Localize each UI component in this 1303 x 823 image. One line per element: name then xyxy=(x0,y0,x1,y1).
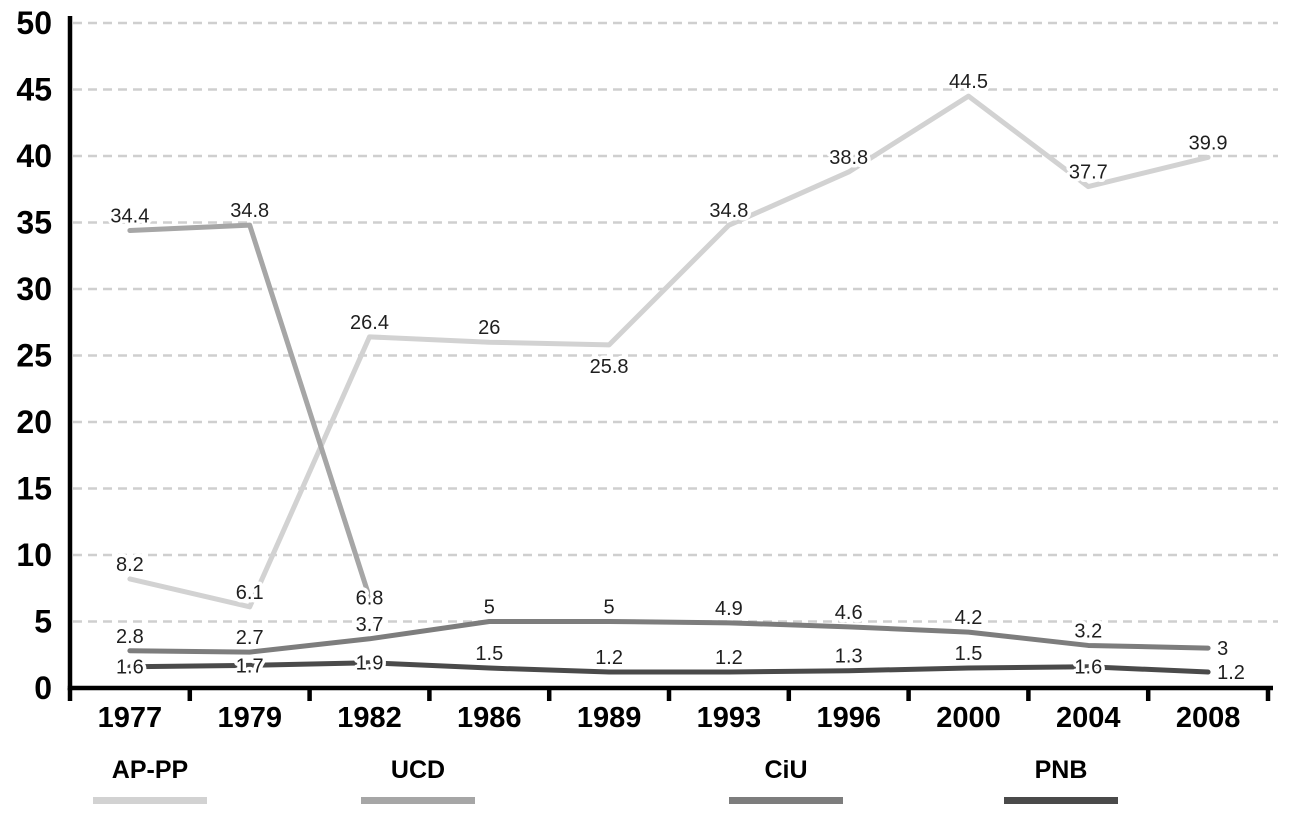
series-lines xyxy=(127,93,1211,675)
svg-text:3.2: 3.2 xyxy=(1074,620,1102,642)
legend-label-ap-pp: AP-PP xyxy=(111,756,189,784)
svg-text:25.8: 25.8 xyxy=(590,356,629,378)
svg-text:37.7: 37.7 xyxy=(1069,162,1108,184)
legend-label-ciu: CiU xyxy=(764,756,808,784)
svg-text:30: 30 xyxy=(16,271,52,307)
svg-text:1.5: 1.5 xyxy=(475,643,503,665)
svg-text:1.6: 1.6 xyxy=(1074,657,1102,679)
svg-text:2004: 2004 xyxy=(1056,702,1121,734)
svg-text:1.2: 1.2 xyxy=(715,647,743,669)
svg-text:50: 50 xyxy=(16,5,52,41)
svg-text:40: 40 xyxy=(16,138,52,174)
svg-text:0: 0 xyxy=(34,670,52,706)
svg-text:8.2: 8.2 xyxy=(116,554,144,576)
svg-text:1989: 1989 xyxy=(577,702,642,734)
svg-text:1.2: 1.2 xyxy=(595,647,623,669)
svg-text:20: 20 xyxy=(16,404,52,440)
svg-text:10: 10 xyxy=(16,537,52,573)
svg-text:4.9: 4.9 xyxy=(715,598,743,620)
svg-text:2008: 2008 xyxy=(1176,702,1241,734)
axes xyxy=(67,16,1273,701)
x-axis-labels: 1977 1979 1982 1986 1989 1993 1996 2000 2004 2008 xyxy=(98,702,1241,734)
legend-swatch-ap-pp xyxy=(93,797,207,804)
legend-swatch-pnb xyxy=(1004,797,1118,804)
y-axis-labels: 0 5 10 15 20 25 30 35 40 45 50 xyxy=(16,5,52,706)
svg-text:26: 26 xyxy=(478,317,500,339)
data-labels: 8.2 6.1 26.4 26 25.8 34.8 38.8 44.5 37.7 39.9 34.4… xyxy=(107,68,1248,688)
svg-text:34.8: 34.8 xyxy=(709,200,748,222)
svg-text:1.7: 1.7 xyxy=(236,655,264,677)
svg-text:26.4: 26.4 xyxy=(350,312,389,334)
svg-text:2.8: 2.8 xyxy=(116,626,144,648)
svg-text:5: 5 xyxy=(604,597,615,619)
svg-text:1986: 1986 xyxy=(457,702,522,734)
legend-item-pnb: PNB xyxy=(1004,758,1118,804)
svg-text:2000: 2000 xyxy=(936,702,1001,734)
legend-label-ucd: UCD xyxy=(390,756,446,784)
svg-text:3.7: 3.7 xyxy=(356,614,384,636)
legend-swatch-ciu xyxy=(729,797,843,804)
svg-text:4.2: 4.2 xyxy=(955,607,983,629)
svg-text:34.8: 34.8 xyxy=(230,200,269,222)
svg-text:1.9: 1.9 xyxy=(356,653,384,675)
svg-text:25: 25 xyxy=(16,338,52,374)
gridlines xyxy=(73,21,1278,623)
svg-text:35: 35 xyxy=(16,205,52,241)
svg-text:6.1: 6.1 xyxy=(236,582,264,604)
svg-text:1977: 1977 xyxy=(98,702,163,734)
legend-item-ap-pp: AP-PP xyxy=(93,758,207,804)
svg-text:34.4: 34.4 xyxy=(110,205,149,227)
svg-text:6.8: 6.8 xyxy=(356,588,384,610)
svg-text:1.2: 1.2 xyxy=(1217,662,1245,684)
svg-text:38.8: 38.8 xyxy=(829,147,868,169)
legend-label-pnb: PNB xyxy=(1034,756,1088,784)
legend-swatch-ucd xyxy=(361,797,475,804)
svg-text:15: 15 xyxy=(16,471,52,507)
svg-text:1996: 1996 xyxy=(816,702,881,734)
svg-text:4.6: 4.6 xyxy=(835,602,863,624)
svg-text:2.7: 2.7 xyxy=(236,627,264,649)
svg-text:1.3: 1.3 xyxy=(835,646,863,668)
svg-text:39.9: 39.9 xyxy=(1189,132,1228,154)
svg-text:3: 3 xyxy=(1217,638,1228,660)
svg-text:5: 5 xyxy=(484,597,495,619)
svg-text:5: 5 xyxy=(34,604,52,640)
svg-text:1982: 1982 xyxy=(337,702,402,734)
legend-item-ucd: UCD xyxy=(361,758,475,804)
legend-item-ciu: CiU xyxy=(729,758,843,804)
svg-text:1979: 1979 xyxy=(217,702,282,734)
svg-text:1.6: 1.6 xyxy=(116,657,144,679)
svg-text:44.5: 44.5 xyxy=(949,71,988,93)
svg-text:1993: 1993 xyxy=(697,702,762,734)
svg-text:1.5: 1.5 xyxy=(955,643,983,665)
svg-text:45: 45 xyxy=(16,72,52,108)
